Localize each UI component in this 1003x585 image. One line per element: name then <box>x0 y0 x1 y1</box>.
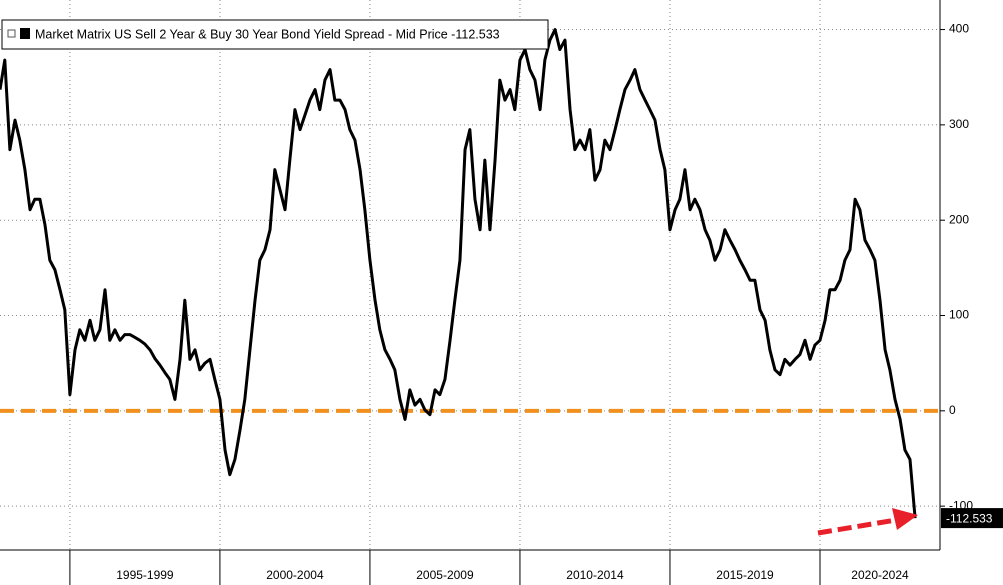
last-value-box <box>941 508 1003 529</box>
legend-box <box>1 19 549 50</box>
y-tick-label: 0 <box>949 403 956 417</box>
y-tick-label: 200 <box>949 212 969 226</box>
x-tick-label: 2000-2004 <box>266 568 324 582</box>
arrow-shaft <box>817 517 897 536</box>
x-tick-label: 2015-2019 <box>716 568 774 582</box>
last-value-label: -112.533 <box>946 511 993 525</box>
legend: Market Matrix US Sell 2 Year & Buy 30 Ye… <box>1 19 549 50</box>
y-tick-label: 400 <box>949 22 969 36</box>
plot <box>0 28 940 519</box>
arrow-annotation <box>817 508 918 536</box>
x-tick-label: 2005-2009 <box>416 568 474 582</box>
x-tick-label: 2010-2014 <box>566 568 624 582</box>
arrow-head <box>892 508 918 530</box>
legend-toggle <box>7 29 16 38</box>
x-tick-label: 2020-2024 <box>851 568 909 582</box>
y-tick-label: 300 <box>949 117 969 131</box>
legend-label: Market Matrix US Sell 2 Year & Buy 30 Ye… <box>35 27 500 41</box>
y-tick-label: 100 <box>949 308 969 322</box>
x-tick-label: 1995-1999 <box>116 568 174 582</box>
data-line <box>0 28 917 519</box>
legend-swatch <box>20 28 30 39</box>
